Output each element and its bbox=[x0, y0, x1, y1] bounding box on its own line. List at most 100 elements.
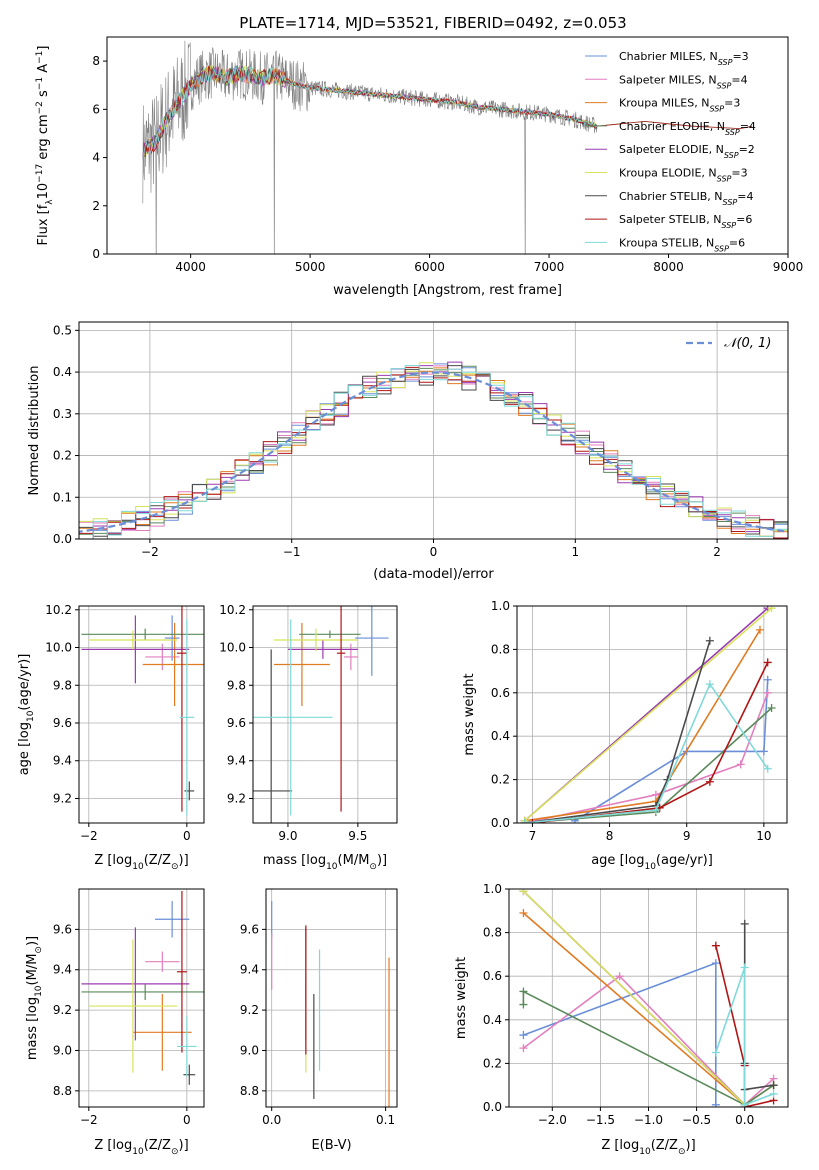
data-point bbox=[519, 987, 528, 996]
x-tick-label: 8 bbox=[606, 829, 614, 843]
y-tick-label: 0.5 bbox=[53, 323, 72, 337]
y-axis-label: age [log10(age/yr)] bbox=[17, 654, 36, 776]
x-tick-label: 0.1 bbox=[376, 1113, 395, 1127]
model-line-kroupa-stelib bbox=[142, 65, 597, 159]
spectrum-frame bbox=[106, 36, 789, 255]
data-point bbox=[736, 760, 745, 769]
mass-vs-ebv-panel: 0.0 0.1 8.8 9.0 9.2 9.4 9.6 E(B-V) bbox=[240, 888, 398, 1153]
y-tick-label: 0.1 bbox=[53, 490, 72, 504]
data-point bbox=[519, 908, 528, 917]
data-point bbox=[705, 636, 714, 645]
y-tick-label: 0.4 bbox=[491, 729, 510, 743]
age-vs-mass-frame bbox=[252, 605, 398, 824]
y-tick-label: 9.8 bbox=[53, 678, 72, 692]
data-point bbox=[615, 972, 624, 981]
x-axis-label: Z [log10(Z/Z⊙)] bbox=[94, 1138, 188, 1157]
y-tick-label: 0.8 bbox=[491, 642, 510, 656]
mass-vs-z-plot-area bbox=[81, 891, 204, 1085]
data-point bbox=[740, 963, 749, 972]
age-vs-mass-plot-area bbox=[253, 606, 389, 823]
y-tick-label: 0.3 bbox=[53, 407, 72, 421]
spectrum-x-label: wavelength [Angstrom, rest frame] bbox=[333, 283, 562, 298]
x-tick-label: 9 bbox=[683, 829, 691, 843]
y-tick-label: 0.6 bbox=[491, 686, 510, 700]
series-line bbox=[524, 682, 769, 823]
y-tick-label: 9.4 bbox=[240, 963, 259, 977]
y-tick-label: 0.2 bbox=[483, 1056, 502, 1070]
data-point bbox=[711, 959, 720, 968]
weight-vs-age-axes: 7 8 9 10 0.0 0.2 0.4 0.6 0.8 1.0 bbox=[491, 599, 788, 843]
y-tick-label: 0.4 bbox=[483, 1013, 502, 1027]
errorbar-salpeter-miles bbox=[343, 643, 358, 671]
x-axis-label: Z [log10(Z/Z⊙)] bbox=[601, 1138, 695, 1157]
x-tick-label: −1.0 bbox=[634, 1113, 663, 1127]
figure-title: PLATE=1714, MJD=53521, FIBERID=0492, z=0… bbox=[239, 14, 626, 32]
y-tick-label: 0 bbox=[92, 247, 100, 261]
x-tick-label: 10 bbox=[756, 829, 771, 843]
weight-vs-age-plot-area bbox=[520, 606, 776, 823]
residuals-plot-area bbox=[79, 361, 788, 539]
x-axis-label: mass [log10(M/M⊙)] bbox=[263, 853, 387, 872]
y-tick-label: 9.2 bbox=[53, 1003, 72, 1017]
y-tick-label: 9.4 bbox=[53, 754, 72, 768]
legend-entry-salpeter-miles: Salpeter MILES, NSSP=4 bbox=[619, 73, 748, 90]
errorbar-salpeter-elodie bbox=[81, 615, 190, 684]
errorbar-kroupa-stelib bbox=[179, 619, 195, 816]
data-point bbox=[519, 1044, 528, 1053]
y-axis-label: mass weight bbox=[454, 957, 469, 1039]
errorbar-salpeter-miles bbox=[145, 643, 180, 671]
x-tick-label: 0.0 bbox=[735, 1113, 754, 1127]
data-point bbox=[756, 625, 764, 634]
residuals-histogram-panel: −2 −1 0 1 2 0.0 0.1 0.2 0.3 0.4 0.5 𝒩(0, 1) (data-mo… bbox=[27, 321, 789, 582]
y-tick-label: 9.6 bbox=[240, 922, 259, 936]
x-tick-label: 7000 bbox=[534, 260, 565, 274]
residuals-axes: −2 −1 0 1 2 0.0 0.1 0.2 0.3 0.4 0.5 bbox=[53, 321, 789, 559]
data-point bbox=[651, 805, 660, 814]
histogram-kroupa-stelib bbox=[79, 365, 788, 539]
data-point bbox=[763, 658, 772, 667]
age-vs-mass-panel: 9.0 9.5 9.2 9.4 9.6 9.8 10.0 10.2 mass [log10(M/… bbox=[219, 603, 398, 872]
y-tick-label: 0.2 bbox=[491, 773, 510, 787]
x-tick-label: −0.5 bbox=[682, 1113, 711, 1127]
x-axis-label: E(B-V) bbox=[311, 1138, 351, 1153]
y-tick-label: 0.0 bbox=[483, 1100, 502, 1114]
y-tick-label: 8 bbox=[92, 54, 100, 68]
y-tick-label: 9.2 bbox=[53, 791, 72, 805]
y-tick-label: 9.8 bbox=[227, 678, 246, 692]
weight-vs-age-frame bbox=[516, 605, 788, 824]
y-tick-label: 9.2 bbox=[240, 1003, 259, 1017]
y-tick-label: 10.0 bbox=[219, 641, 246, 655]
x-tick-label: −2 bbox=[80, 1113, 98, 1127]
data-point bbox=[711, 1100, 720, 1107]
y-tick-label: 1.0 bbox=[483, 882, 502, 896]
age-vs-z-plot-area bbox=[81, 606, 204, 816]
series-line bbox=[522, 975, 775, 1106]
series-line bbox=[522, 990, 775, 1106]
model-line-salpeter-stelib bbox=[142, 65, 753, 159]
errorbar-kroupa-miles bbox=[273, 622, 330, 707]
y-tick-label: 9.6 bbox=[227, 716, 246, 730]
legend-entry-chabrier-miles: Chabrier MILES, NSSP=3 bbox=[619, 50, 749, 67]
errorbar-salpeter-miles bbox=[145, 951, 180, 972]
y-tick-label: 0.6 bbox=[483, 969, 502, 983]
legend-entry-salpeter-elodie: Salpeter ELODIE, NSSP=2 bbox=[619, 143, 755, 160]
y-tick-label: 8.8 bbox=[240, 1084, 259, 1098]
data-point bbox=[763, 675, 772, 684]
y-tick-label: 2 bbox=[92, 199, 100, 213]
errorbar-kroupa-miles bbox=[142, 622, 204, 707]
errorbar-chabrier-elodie bbox=[81, 628, 204, 640]
spectrum-plot-area bbox=[142, 40, 753, 254]
x-tick-label: 2 bbox=[713, 545, 721, 559]
mass-weight-vs-metallicity-panel: −2.0 −1.5 −1.0 −0.5 0.0 0.0 0.2 0.4 0.6 0.8 1.0 mas… bbox=[454, 882, 789, 1157]
data-point bbox=[767, 703, 776, 712]
series-line bbox=[524, 607, 773, 822]
data-point bbox=[520, 819, 529, 823]
data-point bbox=[763, 688, 772, 697]
y-tick-label: 4 bbox=[92, 151, 100, 165]
y-tick-label: 9.4 bbox=[227, 754, 246, 768]
series-chabrier-miles bbox=[519, 959, 720, 1107]
data-point bbox=[767, 606, 776, 613]
age-vs-z-frame bbox=[78, 605, 205, 824]
spectrum-axes: 4000 5000 6000 7000 8000 9000 0 2 4 6 8 bbox=[92, 36, 803, 274]
